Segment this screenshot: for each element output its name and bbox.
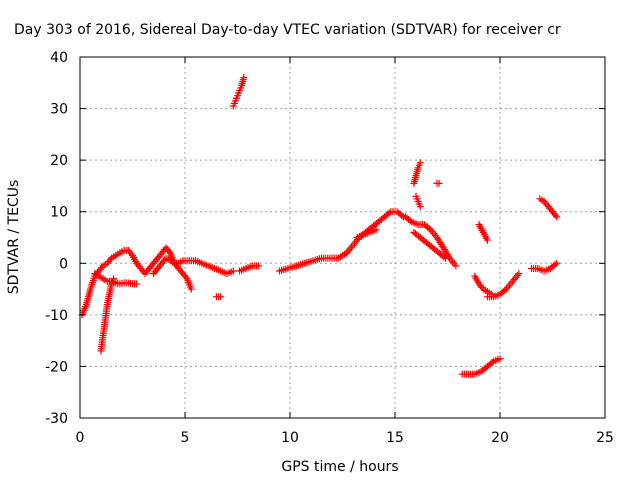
y-tick-label: 20 <box>50 153 68 169</box>
data-series <box>412 192 424 211</box>
data-point-fill <box>398 212 406 220</box>
data-series <box>192 257 237 278</box>
data-point-fill <box>98 264 106 272</box>
data-series <box>475 221 491 244</box>
grid-layer <box>80 57 605 418</box>
data-series <box>276 249 351 275</box>
chart-title: Day 303 of 2016, Sidereal Day-to-day VTE… <box>14 22 561 38</box>
data-point <box>229 267 237 275</box>
data-series <box>133 244 195 293</box>
data-series <box>410 228 449 262</box>
y-tick-label: -20 <box>45 359 68 375</box>
data-point <box>441 254 449 262</box>
data-point <box>217 293 225 301</box>
data-series <box>97 275 118 355</box>
data-series <box>410 159 424 187</box>
data-point <box>187 285 195 293</box>
data-point <box>133 280 141 288</box>
data-point <box>553 259 561 267</box>
x-tick-label: 25 <box>596 430 614 446</box>
data-series <box>433 179 443 187</box>
data-point-fill <box>165 247 173 255</box>
data-series <box>213 293 225 301</box>
data-marks <box>78 74 561 378</box>
data-point <box>416 203 424 211</box>
data-series <box>343 208 407 257</box>
data-point <box>515 270 523 278</box>
data-series <box>471 272 496 298</box>
data-series <box>78 246 141 319</box>
y-tick-label: 10 <box>50 205 68 221</box>
x-tick-label: 15 <box>386 430 404 446</box>
x-tick-label: 5 <box>181 430 190 446</box>
data-point-fill <box>551 211 559 219</box>
data-point-fill <box>182 273 190 281</box>
x-axis-title: GPS time / hours <box>281 459 398 475</box>
data-point <box>416 159 424 167</box>
data-series <box>353 226 380 241</box>
data-point <box>372 226 380 234</box>
data-point <box>255 262 262 270</box>
y-tick-label: 0 <box>59 256 68 272</box>
data-point-fill <box>127 250 135 258</box>
data-point-fill <box>425 224 433 232</box>
data-point-fill <box>406 217 414 225</box>
data-point-fill <box>551 261 559 269</box>
axis-ticks: 0 5 10 15 20 25 -30 -20 -10 0 10 20 30 40 <box>45 50 614 446</box>
data-series <box>91 270 141 288</box>
data-point-fill <box>440 253 448 261</box>
data-series <box>528 259 561 275</box>
data-point <box>435 179 443 187</box>
data-series <box>229 74 248 110</box>
data-point-fill <box>501 286 509 294</box>
data-series <box>458 355 504 378</box>
data-point <box>452 262 460 270</box>
data-series <box>483 270 523 301</box>
data-series <box>536 195 561 221</box>
y-tick-label: -30 <box>45 411 68 427</box>
y-tick-label: -10 <box>45 308 68 324</box>
data-series <box>236 262 262 275</box>
data-point <box>483 236 491 244</box>
data-point-fill <box>478 283 486 291</box>
x-tick-label: 10 <box>281 430 299 446</box>
x-tick-label: 20 <box>491 430 509 446</box>
y-tick-label: 40 <box>50 50 68 66</box>
data-point-fill <box>488 359 496 367</box>
data-series <box>150 254 199 278</box>
data-point <box>553 213 561 221</box>
data-point <box>110 275 118 283</box>
data-point <box>240 74 248 82</box>
y-tick-label: 30 <box>50 102 68 118</box>
plot-frame <box>79 56 606 419</box>
data-series <box>402 213 460 270</box>
data-point-fill <box>106 256 114 264</box>
x-tick-label: 0 <box>76 430 85 446</box>
y-axis-title: SDTVAR / TECUs <box>6 180 22 295</box>
data-point <box>496 355 504 363</box>
data-point-fill <box>385 209 393 217</box>
